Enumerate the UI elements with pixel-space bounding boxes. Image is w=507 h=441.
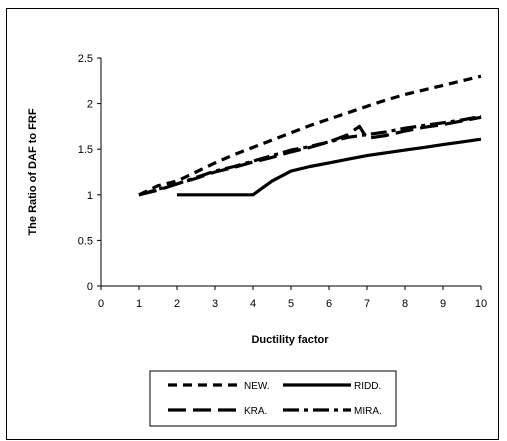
y-axis-title: The Ratio of DAF to FRF: [27, 108, 39, 235]
x-tick-label: 9: [440, 298, 446, 310]
series-line-mira: [138, 114, 482, 197]
y-tick-label: 2: [87, 99, 93, 111]
legend-label-kra: KRA.: [244, 406, 267, 417]
chart-frame: [6, 8, 499, 440]
x-tick-label: 0: [98, 298, 104, 310]
plot-lines: [138, 74, 482, 197]
tick-labels: 0 1 2 3 4 5 6 7 8 9 10 0 0.5 1 1.5 2 2.5: [78, 53, 487, 310]
x-tick-label: 2: [174, 298, 180, 310]
legend: NEW. RIDD. KRA. MIRA.: [149, 370, 397, 427]
x-tick-label: 6: [326, 298, 332, 310]
x-tick-label: 5: [288, 298, 294, 310]
x-tick-label: 10: [475, 298, 487, 310]
x-tick-label: 1: [136, 298, 142, 310]
x-tick-label: 8: [402, 298, 408, 310]
y-tick-label: 2.5: [78, 53, 93, 65]
legend-label-mira: MIRA.: [354, 406, 382, 417]
y-tick-label: 0.5: [78, 235, 93, 247]
series-line-kra: [138, 115, 482, 197]
legend-label-ridd: RIDD.: [354, 381, 381, 392]
series-line-ridd: [177, 137, 482, 197]
x-axis-title: Ductility factor: [251, 334, 329, 346]
legend-box: [149, 370, 397, 427]
y-tick-label: 1.5: [78, 144, 93, 156]
x-tick-label: 3: [212, 298, 218, 310]
y-tick-label: 1: [87, 190, 93, 202]
y-tick-label: 0: [87, 281, 93, 293]
x-tick-label: 7: [364, 298, 370, 310]
legend-label-new: NEW.: [244, 381, 270, 392]
x-tick-label: 4: [250, 298, 256, 310]
series-line-new: [138, 74, 482, 197]
